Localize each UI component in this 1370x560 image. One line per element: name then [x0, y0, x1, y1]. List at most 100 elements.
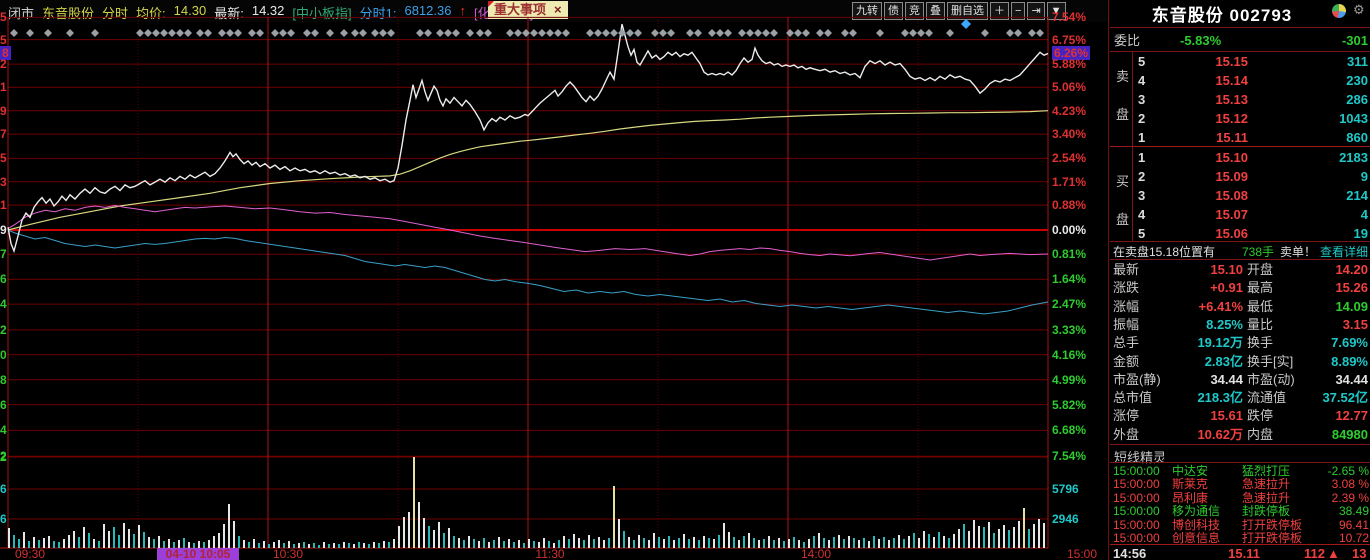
- event-diamond-icon[interactable]: [436, 29, 444, 37]
- event-diamond-icon[interactable]: [651, 29, 659, 37]
- event-diamond-icon[interactable]: [562, 29, 570, 37]
- topbar-button-0[interactable]: 九转: [852, 2, 882, 20]
- event-diamond-icon[interactable]: [746, 29, 754, 37]
- gear-icon[interactable]: ⚙: [1353, 2, 1365, 17]
- event-diamond-icon[interactable]: [218, 29, 226, 37]
- event-diamond-icon[interactable]: [91, 29, 99, 37]
- event-diamond-icon[interactable]: [618, 29, 626, 37]
- event-diamond-icon[interactable]: [602, 29, 610, 37]
- event-diamond-icon[interactable]: [136, 29, 144, 37]
- event-diamond-icon[interactable]: [802, 29, 810, 37]
- event-diamond-icon[interactable]: [925, 29, 933, 37]
- event-diamond-icon[interactable]: [530, 29, 538, 37]
- event-diamond-icon[interactable]: [66, 29, 74, 37]
- topbar-button-7[interactable]: ⇥: [1027, 2, 1045, 20]
- alert-row[interactable]: 15:00:00 中达安 猛烈打压 -2.65 %: [1113, 464, 1369, 478]
- pie-chart-icon[interactable]: [1332, 4, 1346, 18]
- event-diamond-icon[interactable]: [754, 29, 762, 37]
- event-diamond-icon[interactable]: [849, 29, 857, 37]
- event-diamond-icon[interactable]: [416, 29, 424, 37]
- event-diamond-blue-icon[interactable]: [961, 19, 971, 29]
- event-diamond-icon[interactable]: [176, 29, 184, 37]
- view-details-link[interactable]: 查看详细: [1319, 245, 1368, 259]
- event-diamond-icon[interactable]: [841, 29, 849, 37]
- event-diamond-icon[interactable]: [824, 29, 832, 37]
- topbar-button-4[interactable]: 删自选: [947, 2, 988, 20]
- event-diamond-icon[interactable]: [196, 29, 204, 37]
- event-diamond-icon[interactable]: [234, 29, 242, 37]
- event-diamond-icon[interactable]: [424, 29, 432, 37]
- event-diamond-icon[interactable]: [686, 29, 694, 37]
- event-diamond-icon[interactable]: [466, 29, 474, 37]
- event-diamond-icon[interactable]: [694, 29, 702, 37]
- tab-major-events[interactable]: 重大事项 ×: [488, 1, 568, 19]
- event-diamond-icon[interactable]: [876, 29, 884, 37]
- event-diamond-icon[interactable]: [626, 29, 634, 37]
- event-diamond-icon[interactable]: [538, 29, 546, 37]
- event-diamond-icon[interactable]: [610, 29, 618, 37]
- tab-close-icon[interactable]: ×: [554, 2, 562, 17]
- event-diamond-icon[interactable]: [359, 29, 367, 37]
- event-diamond-icon[interactable]: [786, 29, 794, 37]
- event-diamond-icon[interactable]: [387, 29, 395, 37]
- event-diamond-icon[interactable]: [659, 29, 667, 37]
- event-diamond-icon[interactable]: [326, 29, 334, 37]
- event-diamond-icon[interactable]: [1006, 29, 1014, 37]
- event-diamond-icon[interactable]: [44, 29, 52, 37]
- event-diamond-icon[interactable]: [738, 29, 746, 37]
- alert-row[interactable]: 15:00:00 移为通信 封跌停板 38.49: [1113, 504, 1369, 519]
- event-diamond-icon[interactable]: [168, 29, 176, 37]
- event-diamond-icon[interactable]: [946, 29, 954, 37]
- event-diamond-icon[interactable]: [794, 29, 802, 37]
- event-diamond-icon[interactable]: [981, 29, 989, 37]
- event-diamond-icon[interactable]: [909, 29, 917, 37]
- event-diamond-icon[interactable]: [303, 29, 311, 37]
- event-diamond-icon[interactable]: [917, 29, 925, 37]
- event-diamond-icon[interactable]: [816, 29, 824, 37]
- event-diamond-icon[interactable]: [546, 29, 554, 37]
- event-diamond-icon[interactable]: [554, 29, 562, 37]
- intraday-chart-canvas[interactable]: [0, 0, 1110, 560]
- topbar-button-2[interactable]: 竞: [905, 2, 924, 20]
- event-diamond-icon[interactable]: [311, 29, 319, 37]
- event-diamond-icon[interactable]: [586, 29, 594, 37]
- event-diamond-icon[interactable]: [1014, 29, 1022, 37]
- event-diamond-icon[interactable]: [1028, 29, 1036, 37]
- topbar-button-6[interactable]: −: [1011, 2, 1026, 20]
- event-diamond-icon[interactable]: [514, 29, 522, 37]
- event-diamond-icon[interactable]: [379, 29, 387, 37]
- event-diamond-icon[interactable]: [287, 29, 295, 37]
- event-diamond-icon[interactable]: [248, 29, 256, 37]
- event-diamond-icon[interactable]: [708, 29, 716, 37]
- event-diamond-icon[interactable]: [506, 29, 514, 37]
- event-diamond-icon[interactable]: [271, 29, 279, 37]
- event-diamond-icon[interactable]: [160, 29, 168, 37]
- event-diamond-icon[interactable]: [371, 29, 379, 37]
- event-diamond-icon[interactable]: [444, 29, 452, 37]
- alert-row[interactable]: 15:00:00 斯莱克 急速拉升 3.08 %: [1113, 477, 1369, 492]
- event-diamond-icon[interactable]: [204, 29, 212, 37]
- event-diamond-icon[interactable]: [452, 29, 460, 37]
- event-diamond-icon[interactable]: [522, 29, 530, 37]
- event-diamond-icon[interactable]: [26, 29, 34, 37]
- event-diamond-icon[interactable]: [226, 29, 234, 37]
- event-diamond-icon[interactable]: [144, 29, 152, 37]
- topbar-button-8[interactable]: ▼: [1046, 2, 1066, 20]
- event-diamond-icon[interactable]: [716, 29, 724, 37]
- alert-row[interactable]: 15:00:00 昂利康 急速拉升 2.39 %: [1113, 490, 1369, 505]
- topbar-button-1[interactable]: 债: [884, 2, 903, 20]
- alert-row[interactable]: 15:00:00 博创科技 打开跌停板 96.41: [1113, 517, 1369, 532]
- topbar-button-3[interactable]: 叠: [926, 2, 945, 20]
- event-diamond-icon[interactable]: [1036, 29, 1044, 37]
- event-diamond-icon[interactable]: [256, 29, 264, 37]
- event-diamond-icon[interactable]: [724, 29, 732, 37]
- event-diamond-icon[interactable]: [484, 29, 492, 37]
- event-diamond-icon[interactable]: [152, 29, 160, 37]
- event-diamond-icon[interactable]: [770, 29, 778, 37]
- event-diamond-icon[interactable]: [476, 29, 484, 37]
- event-diamond-icon[interactable]: [279, 29, 287, 37]
- event-diamond-icon[interactable]: [901, 29, 909, 37]
- event-diamond-icon[interactable]: [667, 29, 675, 37]
- event-diamond-icon[interactable]: [184, 29, 192, 37]
- event-diamond-icon[interactable]: [10, 29, 18, 37]
